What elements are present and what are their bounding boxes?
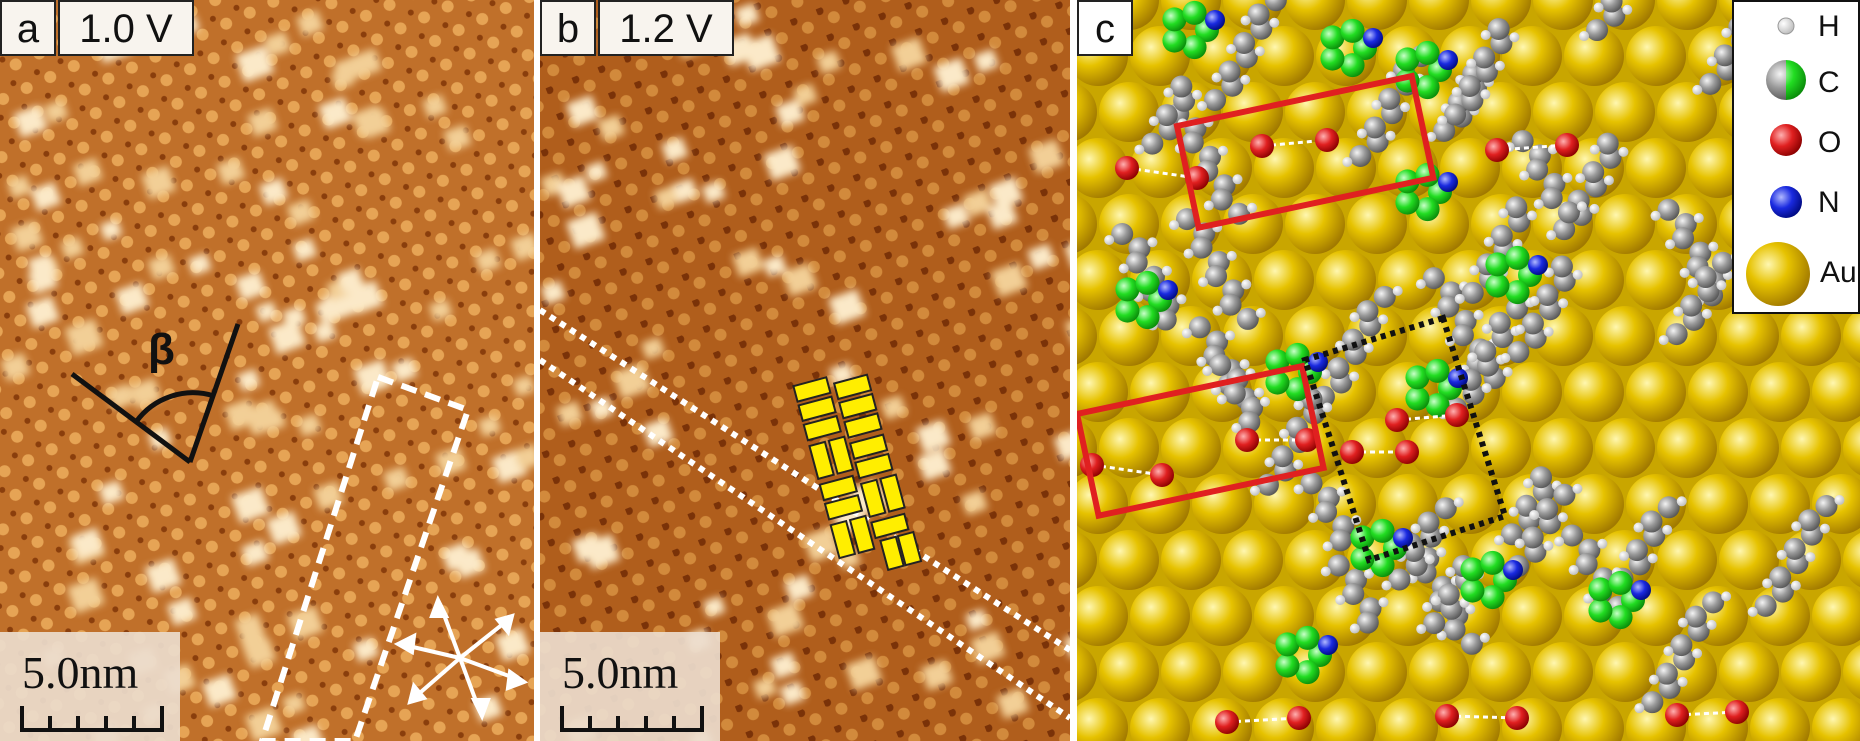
- legend-item-o: O: [1734, 114, 1858, 174]
- carbon-atom-icon: [1766, 60, 1806, 100]
- molecular-motif-overlay: [792, 373, 923, 572]
- angle-marker: [70, 323, 241, 465]
- molecular-model-panel-c: c H C O N Au: [1077, 0, 1860, 741]
- nitrogen-atom-icon: [1770, 186, 1802, 218]
- scale-bar-a: 5.0nm: [0, 632, 180, 741]
- molecule-network: [1080, 0, 1860, 734]
- stm-panel-b: b 1.2 V 5.0nm: [540, 0, 1070, 741]
- legend-item-c: C: [1734, 54, 1858, 114]
- bias-voltage-a: 1.0 V: [58, 0, 194, 56]
- hydrogen-atom-icon: [1777, 17, 1795, 35]
- oxygen-atom-icon: [1770, 124, 1802, 156]
- angle-beta-label: β: [148, 325, 175, 374]
- panel-letter-c: c: [1077, 0, 1133, 56]
- dimer-highlight-box-1: [1173, 72, 1437, 232]
- scale-ruler-icon: [20, 706, 164, 732]
- unit-cell-outline: [1301, 314, 1509, 564]
- legend-label-o: O: [1818, 126, 1842, 159]
- scale-ruler-icon: [560, 706, 704, 732]
- stm-image-a: [0, 0, 534, 741]
- panel-letter-a: a: [0, 0, 56, 56]
- stm-image-b: [540, 0, 1070, 741]
- legend-label-n: N: [1818, 186, 1840, 219]
- panel-letter-b: b: [540, 0, 596, 56]
- bias-voltage-b: 1.2 V: [598, 0, 734, 56]
- domain-boundary-1: [540, 307, 1070, 653]
- lattice-directions-icon: [393, 595, 529, 721]
- scale-label-b: 5.0nm: [562, 647, 679, 698]
- scale-label-a: 5.0nm: [22, 647, 139, 698]
- domain-outline: [258, 373, 472, 741]
- stm-panel-a: a 1.0 V β 5.0nm: [0, 0, 534, 741]
- legend-item-n: N: [1734, 174, 1858, 234]
- legend-item-au: Au: [1734, 234, 1858, 306]
- molecular-model: [1077, 0, 1860, 741]
- domain-boundary-2: [540, 357, 1070, 721]
- gold-atom-icon: [1746, 242, 1810, 306]
- scale-bar-b: 5.0nm: [540, 632, 720, 741]
- legend-label-au: Au: [1820, 256, 1857, 289]
- atom-legend: H C O N Au: [1732, 0, 1860, 314]
- legend-label-h: H: [1818, 10, 1840, 43]
- dimer-highlight-box-2: [1077, 362, 1328, 520]
- legend-label-c: C: [1818, 66, 1840, 99]
- legend-item-h: H: [1734, 4, 1858, 64]
